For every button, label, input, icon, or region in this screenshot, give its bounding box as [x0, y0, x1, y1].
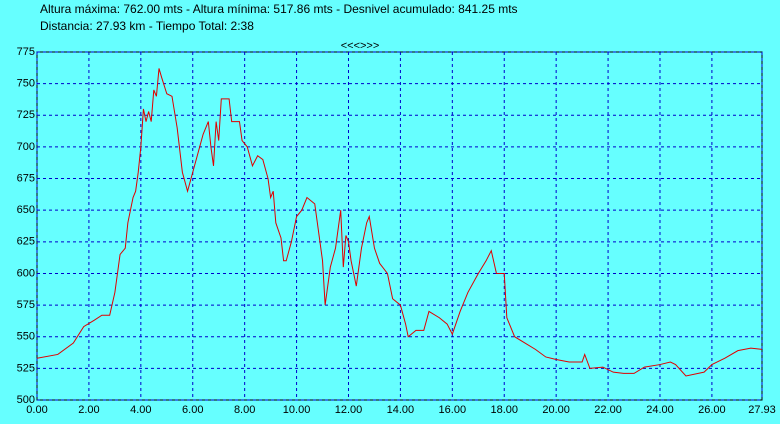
- y-tick-label: 750: [17, 78, 35, 90]
- y-tick-label: 500: [17, 394, 35, 406]
- info-line: Distancia: 27.93 km - Tiempo Total: 2:38: [40, 19, 254, 33]
- y-tick-label: 725: [17, 109, 35, 121]
- y-tick-label: 775: [17, 46, 35, 58]
- x-tick-label: 12.00: [335, 404, 363, 416]
- y-tick-label: 525: [17, 362, 35, 374]
- plot-frame: [36, 51, 763, 401]
- x-tick-label: 18.00: [490, 404, 518, 416]
- y-tick-label: 700: [17, 141, 35, 153]
- x-tick-label: 20.00: [542, 404, 570, 416]
- x-tick-label: 10.00: [283, 404, 311, 416]
- x-tick-label: 26.00: [698, 404, 726, 416]
- y-tick-label: 600: [17, 267, 35, 279]
- x-tick-label: 6.00: [182, 404, 203, 416]
- info-line: Altura máxima: 762.00 mts - Altura mínim…: [40, 2, 518, 16]
- x-tick-label: 14.00: [387, 404, 415, 416]
- x-tick-label: 27.93: [748, 404, 776, 416]
- x-tick-label: 22.00: [594, 404, 622, 416]
- y-tick-label: 675: [17, 172, 35, 184]
- x-tick-label: 24.00: [646, 404, 674, 416]
- y-tick-label: 625: [17, 236, 35, 248]
- x-tick-label: 4.00: [130, 404, 151, 416]
- x-tick-label: 2.00: [78, 404, 99, 416]
- y-tick-label: 650: [17, 204, 35, 216]
- x-tick-label: 0.00: [26, 404, 47, 416]
- y-tick-label: 575: [17, 299, 35, 311]
- elevation-line: [36, 68, 763, 377]
- y-tick-label: 550: [17, 331, 35, 343]
- x-tick-label: 16.00: [439, 404, 467, 416]
- navigation[interactable]: <<<>>>: [341, 40, 380, 52]
- x-tick-label: 8.00: [234, 404, 255, 416]
